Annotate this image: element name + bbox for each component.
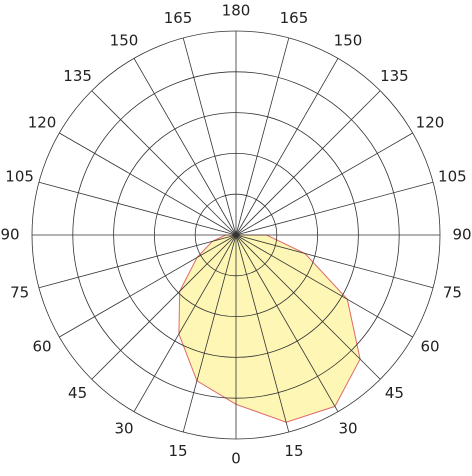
grid-spoke <box>235 37 290 236</box>
grid-spoke <box>38 181 237 236</box>
angle-label: 135 <box>380 67 409 85</box>
angle-label: 105 <box>438 168 467 186</box>
angle-label: 90 <box>452 226 471 244</box>
angle-label: 75 <box>443 283 462 301</box>
grid-spoke <box>59 234 237 338</box>
grid-spoke <box>38 234 237 289</box>
angle-label: 60 <box>420 338 439 356</box>
angle-label: 90 <box>0 226 19 244</box>
angle-label: 165 <box>280 9 309 27</box>
grid-spoke <box>235 181 434 236</box>
grid-spoke <box>133 234 237 412</box>
grid-spoke <box>235 90 381 236</box>
angle-label: 15 <box>168 442 187 460</box>
grid-spoke <box>133 58 237 236</box>
grid-spoke <box>91 90 237 236</box>
angle-label: 105 <box>5 168 34 186</box>
angle-label: 60 <box>32 338 51 356</box>
angle-label: 0 <box>231 450 241 468</box>
angle-label: 30 <box>338 419 357 437</box>
grid-spoke <box>182 234 237 433</box>
angle-label: 30 <box>114 419 133 437</box>
intensity-curve <box>178 234 361 423</box>
angle-label: 165 <box>164 9 193 27</box>
angle-label: 120 <box>416 114 445 132</box>
grid-spoke <box>235 234 290 433</box>
grid-spoke <box>182 37 237 236</box>
grid-spoke <box>235 234 413 338</box>
grid-spoke <box>235 132 413 236</box>
angle-label: 180 <box>222 2 251 20</box>
angle-label: 45 <box>385 384 404 402</box>
angle-label: 45 <box>68 384 87 402</box>
grid-spoke <box>235 234 434 289</box>
grid-spoke <box>59 132 237 236</box>
grid-spoke <box>235 234 381 380</box>
angle-label: 135 <box>63 67 92 85</box>
angle-label: 150 <box>110 32 139 50</box>
grid-spoke <box>235 234 339 412</box>
angle-label: 150 <box>334 32 363 50</box>
angle-label: 120 <box>28 114 57 132</box>
grid-spoke <box>91 234 237 380</box>
angle-label: 75 <box>10 283 29 301</box>
angle-label: 15 <box>284 442 303 460</box>
grid-spoke <box>235 58 339 236</box>
